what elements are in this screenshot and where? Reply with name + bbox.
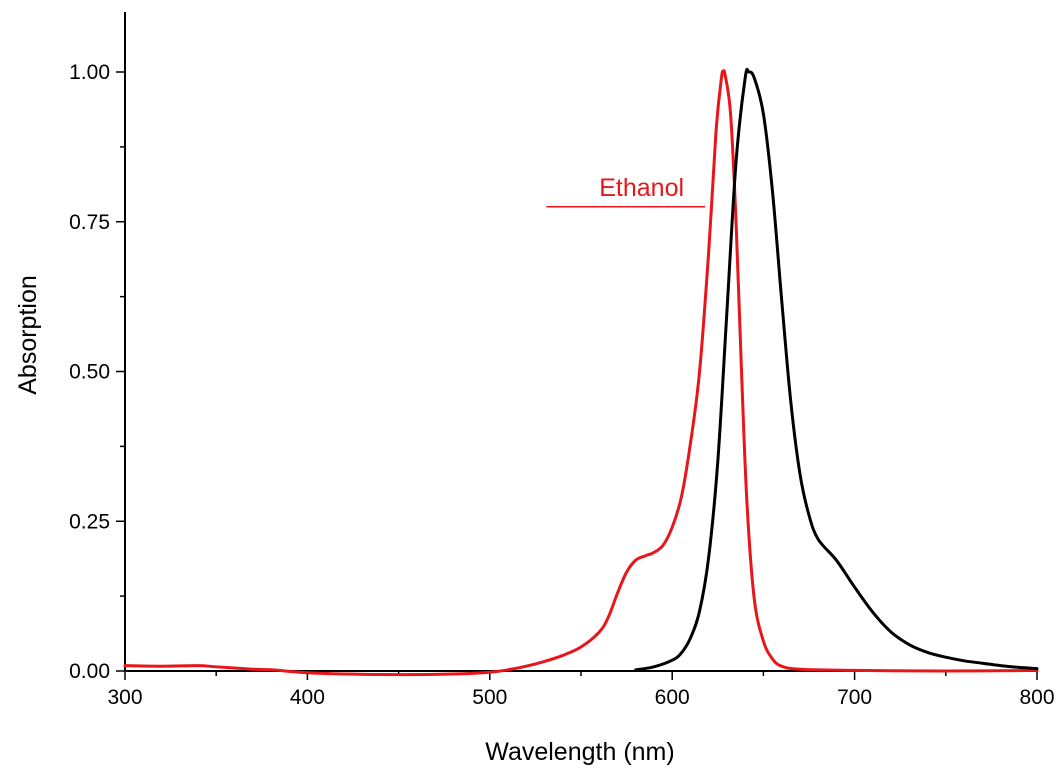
x-tick-label: 300: [107, 686, 142, 709]
series-line-2: [634, 67, 1039, 672]
y-tick-label: 0.50: [69, 361, 110, 384]
y-tick-label: 0.00: [69, 660, 110, 683]
y-tick-label: 0.25: [69, 510, 110, 533]
series-line-1: [123, 69, 1039, 677]
annotation-label: Ethanol: [599, 174, 684, 202]
ticks: 300 400 500 600 700 800 0.00 0.25 0.50 0.75 1.00: [69, 61, 1054, 709]
x-tick-label: 700: [837, 686, 872, 709]
series-layer: [123, 67, 1039, 677]
x-tick-label: 400: [290, 686, 325, 709]
x-tick-label: 600: [655, 686, 690, 709]
axes: [124, 12, 1037, 672]
x-tick-label: 800: [1019, 686, 1054, 709]
x-tick-label: 500: [472, 686, 507, 709]
y-tick-label: 0.75: [69, 211, 110, 234]
x-axis-title: Wavelength (nm): [485, 738, 674, 766]
y-tick-label: 1.00: [69, 61, 110, 84]
y-axis-title: Absorption: [14, 275, 42, 395]
annotation-layer: Ethanol: [546, 174, 706, 208]
